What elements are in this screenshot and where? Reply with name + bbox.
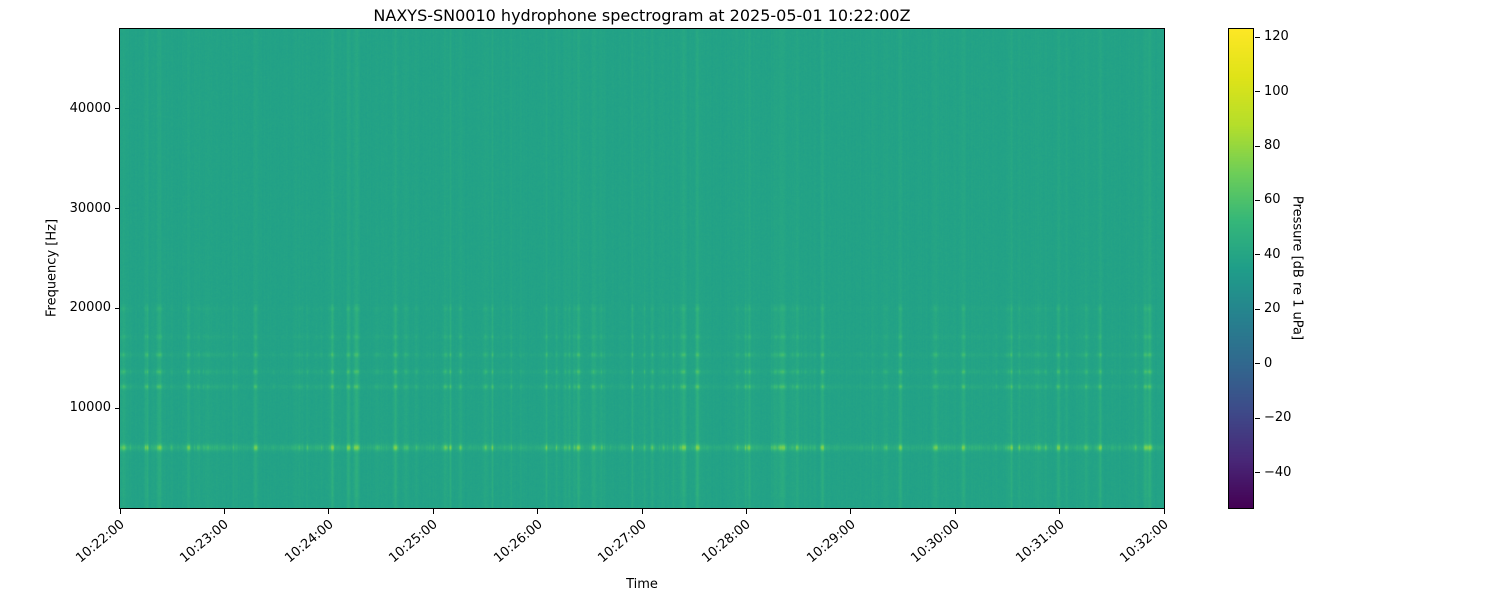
x-tick-mark: [328, 509, 330, 514]
y-tick-label: 30000: [69, 200, 111, 216]
y-tick-mark: [115, 307, 120, 309]
y-tick-mark: [115, 407, 120, 409]
colorbar-tick-label: 40: [1264, 246, 1281, 262]
x-tick-mark: [850, 509, 852, 514]
colorbar-tick-label: 20: [1264, 301, 1281, 317]
x-tick-mark: [432, 509, 434, 514]
colorbar-tick-label: −20: [1264, 410, 1292, 426]
colorbar-tick-mark: [1255, 363, 1260, 365]
colorbar-label: Pressure [dB re 1 uPa]: [1289, 195, 1305, 341]
spectrogram-heatmap: [120, 29, 1164, 508]
colorbar-tick-label: −40: [1264, 464, 1292, 480]
y-tick-mark: [115, 108, 120, 110]
colorbar-tick-label: 0: [1264, 355, 1273, 371]
x-axis-label: Time: [626, 577, 658, 592]
y-tick-label: 20000: [69, 300, 111, 316]
colorbar-tick-mark: [1255, 145, 1260, 147]
colorbar-tick-mark: [1255, 417, 1260, 419]
x-tick-mark: [954, 509, 956, 514]
x-tick-mark: [537, 509, 539, 514]
x-tick-label: 10:22:00: [73, 517, 128, 567]
colorbar-tick-mark: [1255, 254, 1260, 256]
colorbar-tick-label: 60: [1264, 192, 1281, 208]
x-tick-mark: [641, 509, 643, 514]
y-tick-mark: [115, 208, 120, 210]
colorbar: [1228, 28, 1254, 509]
chart-title: NAXYS-SN0010 hydrophone spectrogram at 2…: [373, 6, 911, 25]
y-tick-label: 10000: [69, 400, 111, 416]
colorbar-gradient: [1229, 29, 1253, 508]
colorbar-tick-mark: [1255, 91, 1260, 93]
x-tick-mark: [1163, 509, 1165, 514]
x-tick-mark: [745, 509, 747, 514]
x-tick-mark: [1059, 509, 1061, 514]
colorbar-tick-mark: [1255, 36, 1260, 38]
spectrogram-plot-area: [119, 28, 1165, 509]
colorbar-tick-mark: [1255, 199, 1260, 201]
x-tick-mark: [119, 509, 121, 514]
x-tick-mark: [223, 509, 225, 514]
y-tick-label: 40000: [69, 100, 111, 116]
colorbar-tick-label: 80: [1264, 138, 1281, 154]
colorbar-tick-mark: [1255, 472, 1260, 474]
colorbar-tick-mark: [1255, 308, 1260, 310]
colorbar-tick-label: 100: [1264, 83, 1289, 99]
colorbar-tick-label: 120: [1264, 29, 1289, 45]
